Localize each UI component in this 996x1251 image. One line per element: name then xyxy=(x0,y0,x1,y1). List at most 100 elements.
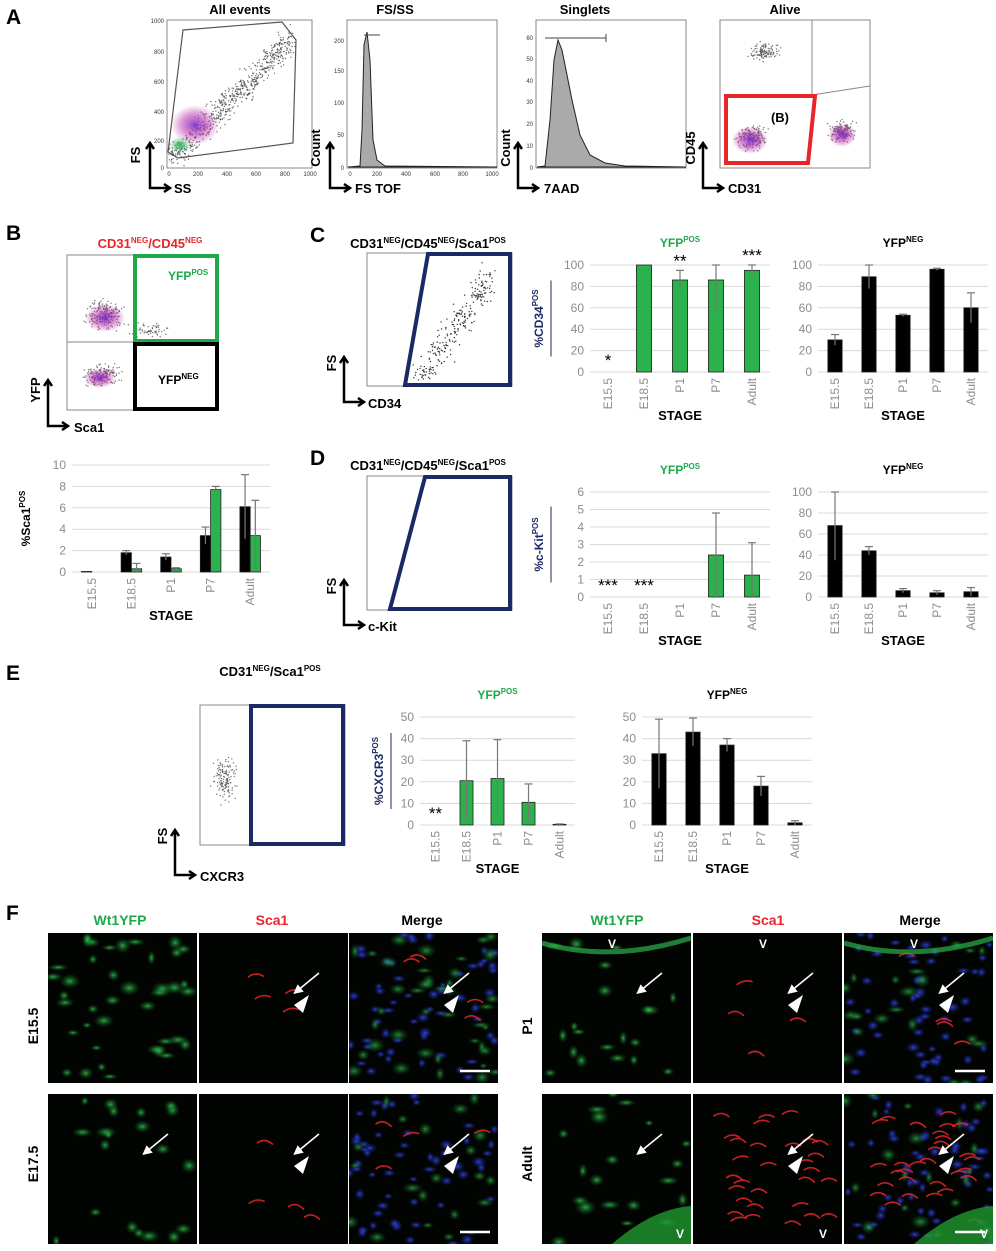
col-header-sca1-right: Sca1 xyxy=(752,912,785,928)
y-tick-label: 40 xyxy=(799,322,813,336)
x-tick-label: P1 xyxy=(673,603,687,618)
micrograph-wt1yfp-adult: V xyxy=(542,1094,691,1244)
vessel-label: V xyxy=(819,1227,827,1241)
y-tick-label: 0 xyxy=(805,590,812,604)
y-tick-label: 10 xyxy=(401,796,415,810)
y-tick-label: 0 xyxy=(407,818,414,832)
x-tick-label: P7 xyxy=(709,603,723,618)
svg-text:50: 50 xyxy=(337,133,344,139)
col-header-wt1yfp-right: Wt1YFP xyxy=(591,912,644,928)
svg-text:800: 800 xyxy=(154,50,165,56)
panel-letter-a: A xyxy=(6,6,21,29)
panel-letter-f: F xyxy=(6,902,19,925)
y-axis-label: %Sca1POS xyxy=(18,490,33,546)
y-tick-label: 0 xyxy=(577,365,584,379)
y-tick-label: 60 xyxy=(799,301,813,315)
significance-mark: *** xyxy=(598,576,618,595)
significance-mark: ** xyxy=(429,804,443,823)
x-axis-label: STAGE xyxy=(705,861,749,876)
panel-letter-d: D xyxy=(310,447,325,470)
svg-text:800: 800 xyxy=(280,172,291,178)
gate-title-b: CD31NEG/CD45NEG xyxy=(98,236,203,251)
y-axis-label: %c-KitPOS xyxy=(531,517,546,572)
bar xyxy=(210,489,222,573)
axis-label: SS xyxy=(174,181,192,196)
y-tick-label: 3 xyxy=(577,538,584,552)
col-header-merge-right: Merge xyxy=(899,912,940,928)
row-label-e155: E15.5 xyxy=(25,1007,41,1044)
bar xyxy=(861,276,877,373)
flow-singlets: Singlets 60 50 40 30 20 10 0 Count 7AAD xyxy=(498,2,687,196)
x-tick-label: E18.5 xyxy=(637,378,651,410)
bar xyxy=(861,550,877,598)
y-tick-label: 60 xyxy=(571,301,585,315)
significance-mark: *** xyxy=(634,576,654,595)
svg-text:1000: 1000 xyxy=(151,19,165,25)
arrowhead-marker xyxy=(788,995,803,1013)
y-tick-label: 4 xyxy=(59,522,66,536)
axis-label: CXCR3 xyxy=(200,869,244,884)
x-tick-label: P1 xyxy=(896,378,910,393)
vessel-label: V xyxy=(759,937,767,951)
bar-chart-e-yfpneg: 0 10 20 30 40 50 E15.5 E18.5 P1 P7 Adult STAGE YFPNE… xyxy=(623,687,812,876)
y-tick-label: 4 xyxy=(577,520,584,534)
arrowhead-marker xyxy=(444,995,459,1013)
x-tick-label: E18.5 xyxy=(124,578,138,610)
bar xyxy=(120,552,132,573)
gate-title-c: CD31NEG/CD45NEG/Sca1POS xyxy=(350,236,506,251)
chart-title: YFPNEG xyxy=(707,687,748,702)
x-tick-label: Adult xyxy=(964,602,978,630)
axis-label: c-Kit xyxy=(368,619,398,634)
flow-title: All events xyxy=(209,2,270,17)
axis-label: FS xyxy=(128,146,143,163)
micrograph-wt1yfp-p1: V xyxy=(542,933,691,1083)
arrow-marker xyxy=(443,972,470,995)
axis-label: FS xyxy=(155,827,170,844)
y-tick-label: 6 xyxy=(59,501,66,515)
arrow-marker xyxy=(636,1133,663,1156)
svg-text:400: 400 xyxy=(154,110,165,116)
y-tick-label: 0 xyxy=(629,818,636,832)
y-tick-label: 50 xyxy=(401,710,415,724)
micrograph-sca1-e155 xyxy=(199,933,348,1083)
x-tick-label: E15.5 xyxy=(429,831,443,863)
y-tick-label: 20 xyxy=(799,344,813,358)
row-label-adult: Adult xyxy=(519,1146,535,1182)
flow-alive: Alive (B) CD45 CD31 xyxy=(683,2,871,196)
chart-title: YFPPOS xyxy=(660,462,701,477)
y-tick-label: 10 xyxy=(623,796,637,810)
gate-title-e: CD31NEG/Sca1POS xyxy=(219,664,321,679)
row-label-e175: E17.5 xyxy=(25,1145,41,1182)
arrow-marker xyxy=(142,1133,169,1156)
y-tick-label: 0 xyxy=(577,590,584,604)
x-tick-label: E15.5 xyxy=(85,578,99,610)
y-tick-label: 60 xyxy=(799,527,813,541)
x-tick-label: P1 xyxy=(164,578,178,593)
y-tick-label: 10 xyxy=(53,458,67,472)
y-axis-label: %CXCR3POS xyxy=(371,736,386,805)
svg-text:0: 0 xyxy=(530,166,534,172)
x-tick-label: E18.5 xyxy=(862,603,876,635)
y-tick-label: 20 xyxy=(401,775,415,789)
svg-text:50: 50 xyxy=(526,57,533,63)
col-header-merge-left: Merge xyxy=(401,912,442,928)
arrow-marker xyxy=(787,972,814,995)
vessel-label: V xyxy=(980,1227,988,1241)
y-tick-label: 100 xyxy=(792,485,812,499)
flow-title: Alive xyxy=(769,2,800,17)
x-axis-label: STAGE xyxy=(881,408,925,423)
significance-mark: ** xyxy=(673,251,687,270)
micrograph-merge-e155 xyxy=(349,933,498,1083)
x-tick-label: P7 xyxy=(709,378,723,393)
flow-title: Singlets xyxy=(560,2,611,17)
bar xyxy=(672,279,688,373)
arrowhead-marker xyxy=(939,995,954,1013)
bar-chart-c-yfpneg: 0 20 40 60 80 100 E15.5 E18.5 P1 P7 Adult STAGE YFPN… xyxy=(792,235,988,423)
arrowhead-marker xyxy=(444,1156,459,1174)
axis-label: Count xyxy=(498,129,513,167)
micrograph-sca1-p1: V xyxy=(693,933,842,1083)
scatter-dots xyxy=(412,262,496,386)
x-tick-label: Adult xyxy=(964,377,978,405)
col-header-wt1yfp-left: Wt1YFP xyxy=(94,912,147,928)
